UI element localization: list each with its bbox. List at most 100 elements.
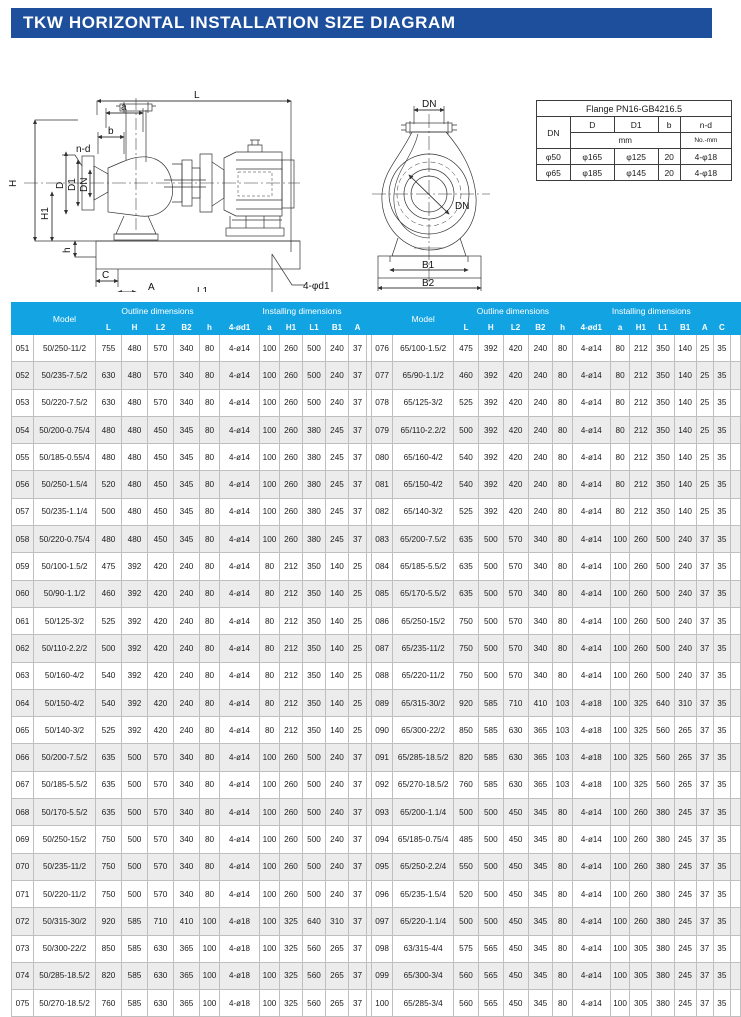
label-n-d: n-d (76, 144, 90, 155)
table-row[interactable]: 078 65/125-3/2 525 392 420 240 80 4-ø14 80 212 350… (370, 388, 741, 417)
table-row[interactable]: 072 50/315-30/2 920 585 710 410 100 4-ø18 100 325… (11, 907, 396, 936)
row-index: 088 (370, 661, 394, 690)
table-row[interactable]: 052 50/235-7.5/2 630 480 570 340 80 4-ø14 100 260… (11, 361, 396, 390)
table-row[interactable]: 058 50/220-0.75/4 480 480 450 345 80 4-ø14 100 26… (11, 525, 396, 554)
row-installing-cell: 37 (695, 989, 714, 1017)
table-row[interactable]: 075 50/270-18.5/2 760 585 630 365 100 4-ø18 100 3… (11, 989, 396, 1017)
table-row[interactable]: 085 65/170-5.5/2 635 500 570 340 80 4-ø14 100 260… (370, 579, 741, 608)
table-row[interactable]: 084 65/185-5.5/2 635 500 570 340 80 4-ø14 100 260… (370, 552, 741, 581)
row-installing-cell: 350 (302, 661, 326, 690)
row-installing-cell: 100 (609, 688, 631, 718)
table-row[interactable]: 088 65/220-11/2 750 500 570 340 80 4-ø14 100 260 5… (370, 661, 741, 690)
row-outline-cell: 480 (95, 525, 122, 554)
table-row[interactable]: 079 65/110-2.2/2 500 392 420 240 80 4-ø14 80 212 3… (370, 415, 741, 445)
row-installing-cell: 25 (695, 497, 714, 527)
row-outline-cell: 340 (173, 852, 200, 881)
row-installing-cell: 240 (325, 770, 349, 800)
row-installing-cell: 80 (609, 361, 631, 390)
table-row[interactable]: 099 65/300-3/4 560 565 450 345 80 4-ø14 100 305 38… (370, 961, 741, 991)
table-row[interactable]: 080 65/160-4/2 540 392 420 240 80 4-ø14 80 212 350… (370, 443, 741, 472)
row-installing-cell: 25 (695, 388, 714, 417)
table-row[interactable]: 054 50/200-0.75/4 480 480 450 345 80 4-ø14 100 26… (11, 415, 396, 445)
table-row[interactable]: 097 65/220-1.1/4 500 500 450 345 80 4-ø14 100 260… (370, 907, 741, 936)
table-row[interactable]: 081 65/150-4/2 540 392 420 240 80 4-ø14 80 212 350… (370, 470, 741, 499)
table-row[interactable]: 094 65/185-0.75/4 485 500 450 345 80 4-ø14 100 26… (370, 825, 741, 854)
table-row[interactable]: 070 50/235-11/2 750 500 570 340 80 4-ø14 100 260 5… (11, 852, 396, 881)
table-row[interactable]: 083 65/200-7.5/2 635 500 570 340 80 4-ø14 100 260… (370, 525, 741, 554)
table-row[interactable]: 066 50/200-7.5/2 635 500 570 340 80 4-ø14 100 260… (11, 743, 396, 772)
table-row[interactable]: 059 50/100-1.5/2 475 392 420 240 80 4-ø14 80 212 3… (11, 552, 396, 581)
row-installing-cell: 380 (651, 852, 675, 881)
row-model: 65/125-3/2 (392, 388, 455, 417)
row-installing-cell: 140 (325, 716, 349, 745)
table-row[interactable]: 089 65/315-30/2 920 585 710 410 103 4-ø18 100 325… (370, 688, 741, 718)
table-row[interactable]: 069 50/250-15/2 750 500 570 340 80 4-ø14 100 260 5… (11, 825, 396, 854)
table-row[interactable]: 091 65/285-18.5/2 820 585 630 365 103 4-ø18 100 3… (370, 743, 741, 772)
row-installing-cell: 80 (609, 333, 631, 363)
table-row[interactable]: 096 65/235-1.5/4 520 500 450 345 80 4-ø14 100 260… (370, 879, 741, 909)
row-installing-cell: 35 (712, 688, 731, 718)
row-outline-cell: 80 (199, 743, 220, 772)
row-outline-cell: 80 (552, 852, 573, 881)
table-row[interactable]: 053 50/220-7.5/2 630 480 570 340 80 4-ø14 100 260… (11, 388, 396, 417)
table-row[interactable]: 090 65/300-22/2 850 585 630 365 103 4-ø18 100 325… (370, 716, 741, 745)
row-outline-cell: 240 (527, 415, 554, 445)
row-installing-cell: 265 (673, 770, 697, 800)
table-row[interactable]: 073 50/300-22/2 850 585 630 365 100 4-ø18 100 325… (11, 934, 396, 963)
table-row[interactable]: 068 50/170-5.5/2 635 500 570 340 80 4-ø14 100 260… (11, 798, 396, 827)
row-installing-cell: 37 (348, 743, 367, 772)
table-row[interactable]: 086 65/250-15/2 750 500 570 340 80 4-ø14 100 260 5… (370, 606, 741, 636)
row-outline-cell: 920 (453, 688, 479, 718)
row-index: 059 (11, 552, 34, 581)
table-row[interactable]: 051 50/250-11/2 755 480 570 340 80 4-ø14 100 260 5… (11, 333, 396, 363)
flange-cell: 4-φ18 (679, 164, 733, 181)
table-row[interactable]: 057 50/235-1.1/4 500 480 450 345 80 4-ø14 100 260… (11, 497, 396, 527)
row-outline-cell: 80 (552, 525, 573, 554)
table-row[interactable]: 064 50/150-4/2 540 392 420 240 80 4-ø14 80 212 350… (11, 688, 396, 718)
row-installing-cell: 140 (673, 333, 697, 363)
row-outline-cell: 345 (173, 525, 200, 554)
table-row[interactable]: 071 50/220-11/2 750 500 570 340 80 4-ø14 100 260 5… (11, 879, 396, 909)
row-outline-cell: 80 (199, 579, 220, 608)
spec-subheader-a: A (695, 319, 714, 335)
table-row[interactable]: 056 50/250-1.5/4 520 480 450 345 80 4-ø14 100 260… (11, 470, 396, 499)
row-installing-cell: 80 (609, 497, 631, 527)
table-row[interactable]: 092 65/270-18.5/2 760 585 630 365 103 4-ø18 100 3… (370, 770, 741, 800)
row-model: 65/200-7.5/2 (392, 525, 455, 554)
table-row[interactable]: 060 50/90-1.1/2 460 392 420 240 80 4-ø14 80 212 35… (11, 579, 396, 608)
table-row[interactable]: 067 50/185-5.5/2 635 500 570 340 80 4-ø14 100 260… (11, 770, 396, 800)
row-index: 071 (11, 879, 34, 909)
row-hole-spec: 4-ø14 (219, 661, 260, 690)
row-installing-cell: 325 (629, 770, 653, 800)
row-outline-cell: 392 (477, 333, 504, 363)
row-outline-cell: 460 (95, 579, 122, 608)
table-row[interactable]: 093 65/200-1.1/4 500 500 450 345 80 4-ø14 100 260… (370, 798, 741, 827)
row-outline-cell: 540 (453, 470, 479, 499)
row-installing-cell: 245 (325, 443, 349, 472)
row-installing-cell: 212 (629, 415, 653, 445)
table-row[interactable]: 077 65/90-1.1/2 460 392 420 240 80 4-ø14 80 212 35… (370, 361, 741, 390)
row-outline-cell: 80 (552, 361, 573, 390)
row-index: 094 (370, 825, 394, 854)
row-outline-cell: 392 (121, 688, 148, 718)
row-outline-cell: 585 (121, 989, 148, 1017)
table-row[interactable]: 061 50/125-3/2 525 392 420 240 80 4-ø14 80 212 350… (11, 606, 396, 636)
table-row[interactable]: 076 65/100-1.5/2 475 392 420 240 80 4-ø14 80 212 3… (370, 333, 741, 363)
table-row[interactable]: 082 65/140-3/2 525 392 420 240 80 4-ø14 80 212 350… (370, 497, 741, 527)
table-row[interactable]: 063 50/160-4/2 540 392 420 240 80 4-ø14 80 212 350… (11, 661, 396, 690)
table-row[interactable]: 100 65/285-3/4 560 565 450 345 80 4-ø14 100 305 38… (370, 989, 741, 1017)
table-row[interactable]: 065 50/140-3/2 525 392 420 240 80 4-ø14 80 212 350… (11, 716, 396, 745)
flange-col-d1: D1 (613, 116, 659, 133)
table-row[interactable]: 062 50/110-2.2/2 500 392 420 240 80 4-ø14 80 212 3… (11, 634, 396, 663)
table-row[interactable]: 095 65/250-2.2/4 550 500 450 345 80 4-ø14 100 260… (370, 852, 741, 881)
table-row[interactable]: 055 50/185-0.55/4 480 480 450 345 80 4-ø14 100 26… (11, 443, 396, 472)
row-pad (729, 525, 741, 554)
row-installing-cell: 35 (712, 825, 731, 854)
row-outline-cell: 920 (95, 907, 122, 936)
flange-unit-mm: mm (569, 132, 681, 149)
table-row[interactable]: 087 65/235-11/2 750 500 570 340 80 4-ø14 100 260 5… (370, 634, 741, 663)
table-row[interactable]: 074 50/285-18.5/2 820 585 630 365 100 4-ø18 100 3… (11, 961, 396, 991)
row-installing-cell: 265 (673, 716, 697, 745)
table-row[interactable]: 098 63/315-4/4 575 565 450 345 80 4-ø14 100 305 38… (370, 934, 741, 963)
label-B2: B2 (422, 278, 435, 289)
